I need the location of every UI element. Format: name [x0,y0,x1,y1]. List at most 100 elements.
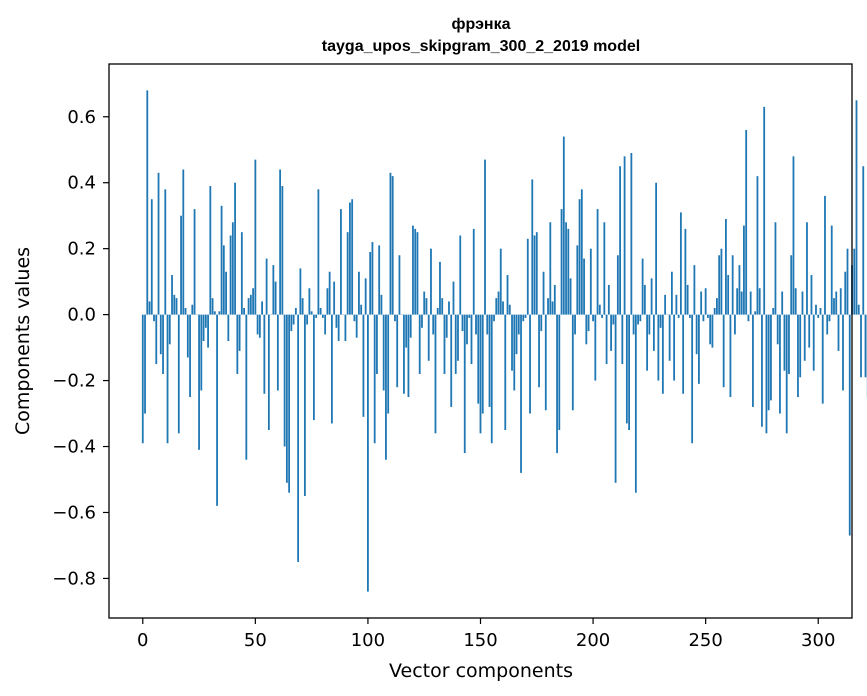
bar [380,294,383,315]
bar [265,258,268,315]
bar [249,294,252,315]
bar [479,314,482,434]
bar [508,304,511,315]
bar [709,314,712,345]
bar [752,314,754,407]
bar [657,314,660,381]
bar [475,314,477,335]
bar [486,314,489,335]
bar [166,314,169,444]
bar [220,205,223,315]
bar [693,265,696,315]
y-tick-label: 0.0 [67,305,96,326]
bar [632,314,635,335]
bar [801,291,804,315]
bar [150,199,153,315]
bar [506,275,509,315]
bar [351,199,354,315]
bar [767,314,770,411]
bar [324,314,327,335]
bar [308,288,311,315]
bar [436,308,439,315]
bar [857,304,860,315]
bar [860,314,862,378]
bar [790,255,793,315]
bar [146,90,149,315]
bar [218,311,221,315]
bar [716,298,718,315]
bar [344,314,347,341]
bar [175,298,178,315]
bar [173,294,176,315]
bar [472,228,475,315]
bar [637,314,640,325]
bar [191,304,194,315]
bar [254,159,257,315]
bar [358,271,360,315]
bar [378,245,381,315]
y-tick-label: −0.8 [52,568,96,589]
bar [560,209,563,315]
bar [276,314,279,391]
bar [335,314,338,328]
bar [340,209,342,315]
bar [360,304,363,315]
bar [511,314,513,371]
bar [623,156,626,315]
bar [824,195,826,315]
bar [499,248,502,315]
bar [808,314,811,348]
bar [574,314,576,335]
bar [792,156,795,315]
bar [430,248,432,315]
bar [585,314,588,345]
bar [367,314,369,592]
bar [448,301,450,315]
bar [668,314,671,361]
bar [682,314,685,394]
bar [421,314,423,328]
bar [256,314,259,335]
bar [193,209,196,315]
bar [700,291,703,315]
bar [204,314,207,328]
bar [177,314,180,434]
bar [382,314,385,391]
bar [722,314,725,388]
bar [522,314,525,322]
bar [157,172,160,315]
bar [281,186,284,315]
bar [283,314,286,447]
bar [412,225,414,315]
bar [833,298,835,315]
bar [799,314,802,378]
bar [788,314,790,374]
y-tick-label: −0.6 [52,502,96,523]
bar [614,314,617,483]
bar [765,314,768,434]
bar [470,314,473,365]
bar [772,308,775,315]
bar [497,291,500,315]
bar [677,314,680,318]
bar [423,291,426,315]
bar [531,179,534,315]
bar [862,166,865,315]
bar [355,314,358,338]
bar [526,238,529,315]
bar [229,235,232,315]
bar [292,314,295,325]
bar [488,314,491,407]
bar [547,298,549,315]
bar [842,314,844,391]
bar [153,314,155,322]
bar [688,314,691,318]
bar [504,314,507,431]
bar [211,298,214,315]
bar [745,129,748,315]
bar [159,314,162,355]
bar [288,314,291,493]
bar [673,314,676,381]
bar [164,189,167,315]
